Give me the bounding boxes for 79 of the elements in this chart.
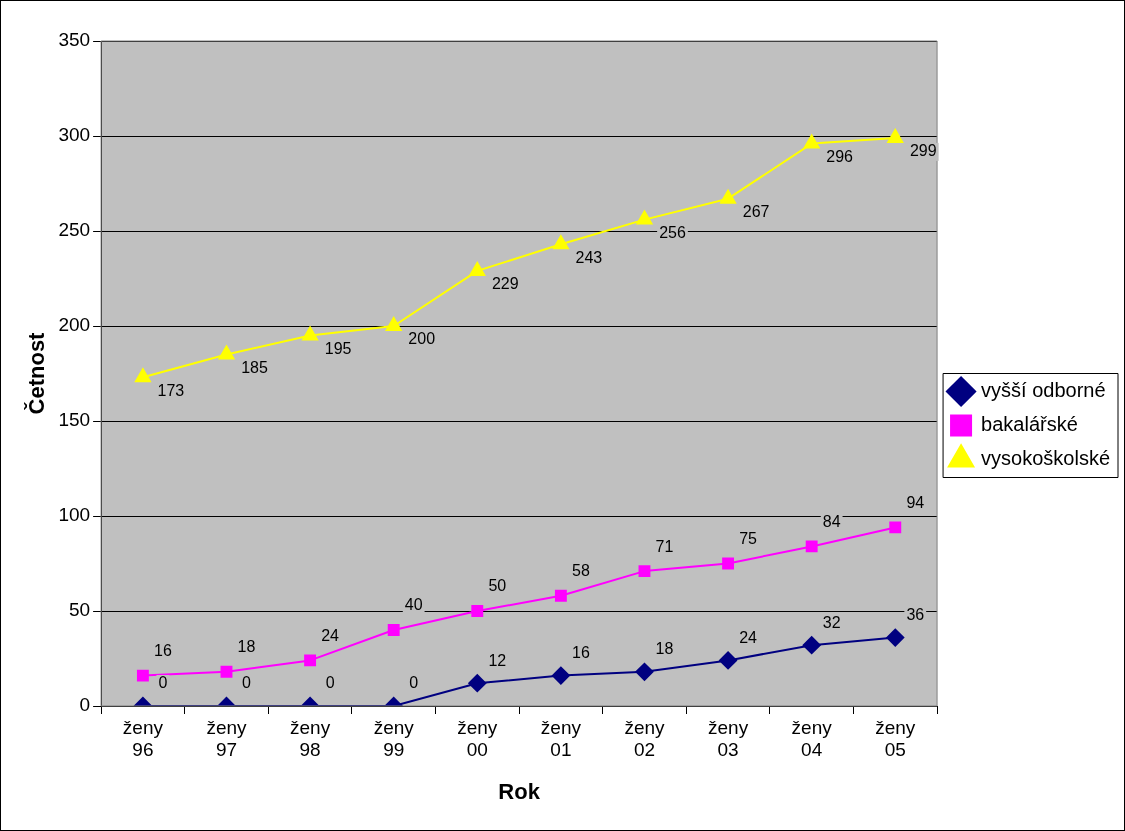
data-label: 296	[826, 148, 854, 166]
legend-label: vysokoškolské	[981, 447, 1110, 470]
data-label: 256	[659, 224, 686, 242]
data-label: 0	[158, 674, 168, 692]
x-tick-label: ženy 01	[540, 716, 582, 761]
x-tick-label: ženy 02	[624, 716, 666, 761]
legend-label: vyšší odborné	[981, 379, 1106, 402]
data-label: 32	[822, 613, 841, 631]
legend-label: bakalářské	[981, 413, 1078, 436]
data-label: 18	[237, 638, 256, 656]
data-label: 299	[909, 142, 937, 160]
x-axis-title: Rok	[498, 778, 541, 804]
data-label: 0	[242, 674, 252, 692]
data-label: 16	[154, 642, 172, 660]
point	[471, 605, 484, 617]
point	[218, 345, 235, 360]
point	[302, 326, 319, 341]
data-label: 173	[157, 381, 185, 399]
point	[719, 651, 738, 670]
point	[887, 128, 904, 143]
data-label: 58	[571, 562, 590, 580]
point	[636, 210, 653, 225]
data-label: 0	[325, 674, 335, 692]
point	[635, 662, 654, 681]
data-label: 75	[739, 529, 758, 547]
data-label: 229	[491, 275, 519, 293]
x-tick-label: ženy 00	[457, 716, 498, 761]
y-tick-label: 0	[79, 694, 91, 716]
data-label: 16	[571, 644, 590, 662]
point	[136, 669, 149, 682]
data-label: 200	[408, 330, 436, 348]
point	[220, 665, 233, 678]
y-tick-label: 300	[58, 124, 91, 146]
x-tick-label: ženy 03	[708, 716, 749, 761]
point	[886, 628, 905, 647]
x-tick-label: ženy 99	[373, 716, 415, 761]
data-label: 267	[742, 203, 770, 221]
y-tick-label: 100	[58, 504, 91, 526]
point	[552, 235, 569, 250]
point	[722, 557, 735, 570]
y-tick-label: 50	[68, 599, 91, 621]
point	[554, 589, 567, 602]
data-label: 36	[906, 606, 925, 624]
data-label: 0	[409, 674, 419, 692]
data-label: 94	[906, 493, 925, 511]
data-label: 195	[324, 339, 352, 357]
data-label: 50	[488, 577, 507, 595]
point	[802, 636, 821, 655]
x-tick-label: ženy 96	[122, 716, 164, 761]
y-axis-title: Četnost	[24, 331, 50, 415]
y-tick-label: 200	[58, 314, 91, 336]
point	[387, 624, 400, 636]
point	[720, 189, 736, 204]
data-label: 12	[488, 651, 507, 669]
x-tick-label: ženy 04	[791, 716, 833, 761]
y-tick-label: 350	[58, 29, 91, 51]
point	[551, 666, 570, 685]
y-tick-label: 150	[58, 409, 91, 431]
point	[889, 521, 902, 534]
data-label: 24	[321, 626, 340, 644]
point	[468, 674, 487, 693]
data-label: 243	[575, 248, 603, 266]
point	[469, 261, 486, 276]
x-tick-label: ženy 97	[206, 716, 248, 761]
data-label: 71	[655, 537, 674, 555]
data-label: 40	[404, 596, 423, 614]
point	[638, 565, 651, 578]
x-tick-label: ženy 98	[290, 716, 331, 761]
data-label: 24	[739, 628, 758, 646]
point	[385, 317, 402, 331]
point	[803, 134, 820, 149]
point	[805, 540, 818, 553]
point	[304, 654, 317, 667]
y-tick-label: 250	[58, 219, 91, 241]
point	[134, 368, 151, 383]
data-label: 84	[822, 512, 841, 530]
x-tick-label: ženy 05	[875, 716, 916, 761]
data-label: 185	[241, 358, 268, 376]
data-label: 18	[655, 640, 674, 658]
